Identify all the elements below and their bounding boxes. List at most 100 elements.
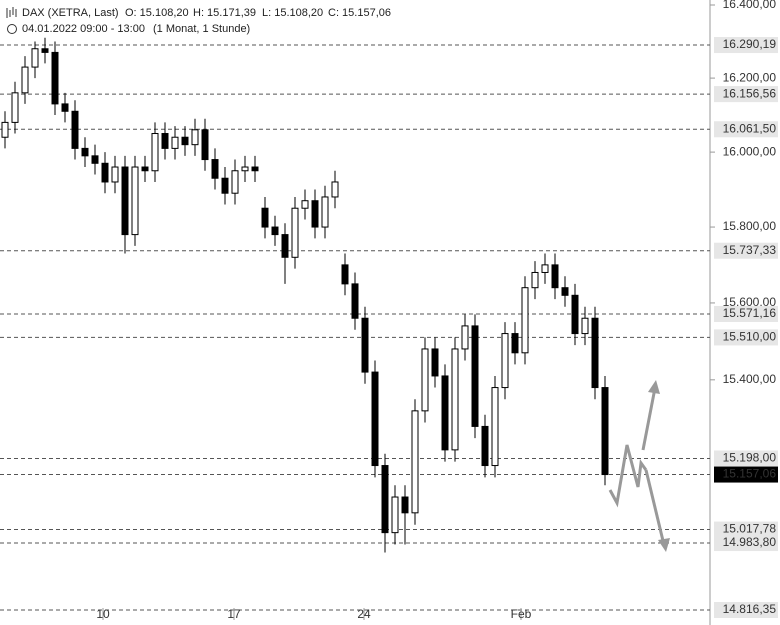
candle-body [531, 271, 539, 289]
candle-body [211, 159, 219, 179]
candle-body [201, 129, 209, 161]
candle-body [261, 207, 269, 228]
level-label: 14.983,80 [723, 535, 777, 549]
last-price-label: 15.157,06 [723, 467, 777, 481]
candle-body [411, 410, 419, 514]
candle-body [291, 207, 299, 258]
candle-body [181, 136, 189, 146]
ohlc-open: O: 15.108,20 [125, 7, 189, 19]
candle-body [101, 162, 109, 183]
candle-body [581, 317, 589, 335]
candle-body [601, 387, 609, 476]
candle-body [281, 234, 289, 258]
ohlc-high: H: 15.171,39 [193, 7, 256, 19]
candle-body [551, 264, 559, 289]
candle-body [431, 348, 439, 377]
x-tick-label: 24 [357, 607, 371, 621]
candle-body [421, 348, 429, 412]
candle-body [171, 136, 179, 149]
candle-body [471, 325, 479, 427]
y-tick-label: 16.400,00 [723, 0, 777, 11]
y-tick-label: 15.600,00 [723, 295, 777, 309]
candle-body [481, 425, 489, 467]
candle-body [461, 325, 469, 350]
chart-icon [6, 7, 17, 18]
level-label: 16.156,56 [723, 86, 777, 100]
candle-body [341, 264, 349, 285]
projection [608, 380, 670, 552]
plot-layer [0, 37, 710, 611]
candle-body [371, 371, 379, 467]
header: DAX (XETRA, Last) O: 15.108,20 H: 15.171… [6, 7, 391, 35]
candle-body [521, 287, 529, 354]
candle-body [121, 166, 129, 236]
candle-body [111, 166, 119, 183]
candle-body [241, 166, 249, 172]
candle-body [491, 387, 499, 467]
candle-body [401, 496, 409, 514]
candle-body [31, 48, 39, 68]
level-label: 14.816,35 [723, 602, 777, 616]
candle-body [71, 110, 79, 149]
level-box [714, 329, 778, 346]
candle-body [301, 200, 309, 209]
candle-body [1, 121, 9, 138]
candle-body [61, 103, 69, 112]
candle-body [391, 496, 399, 534]
candle-body [501, 333, 509, 389]
level-label: 15.017,78 [723, 522, 777, 536]
y-tick-label: 16.200,00 [723, 70, 777, 84]
candle-body [41, 48, 49, 53]
clock-icon [7, 24, 17, 34]
candle-body [441, 375, 449, 451]
candle-body [11, 92, 19, 123]
level-label: 16.061,50 [723, 121, 777, 135]
candle-body [81, 147, 89, 157]
candle-body [381, 465, 389, 534]
interval: (1 Monat, 1 Stunde) [153, 23, 250, 35]
candle-body [571, 294, 579, 335]
level-label: 15.510,00 [723, 330, 777, 344]
candle-body [141, 166, 149, 172]
x-tick-label: 10 [96, 607, 110, 621]
level-box [714, 242, 778, 259]
candle-body [151, 133, 159, 172]
candle-body [511, 333, 519, 354]
ohlc-close: C: 15.157,06 [328, 7, 391, 19]
last-price-box [714, 466, 778, 483]
y-tick-label: 15.800,00 [723, 219, 777, 233]
x-tick-label: 17 [227, 607, 241, 621]
level-box [714, 535, 778, 552]
level-label: 15.571,16 [723, 306, 777, 320]
candle-body [451, 348, 459, 451]
level-box [714, 121, 778, 138]
candle-body [91, 155, 99, 164]
level-label: 15.737,33 [723, 243, 777, 257]
level-box [714, 86, 778, 103]
level-label: 16.290,19 [723, 37, 777, 51]
candle-body [311, 200, 319, 228]
level-box [714, 450, 778, 467]
candle-body [351, 283, 359, 319]
ohlc-low: L: 15.108,20 [262, 7, 323, 19]
candle-body [541, 264, 549, 273]
candle-body [231, 170, 239, 194]
level-label: 15.198,00 [723, 451, 777, 465]
level-box [714, 602, 778, 618]
candle-body [131, 166, 139, 236]
candle-body [191, 129, 199, 146]
candle-body [251, 166, 259, 172]
level-box [714, 305, 778, 322]
level-box [714, 37, 778, 54]
candle-body [361, 317, 369, 373]
candle-body [221, 177, 229, 194]
y-tick-label: 15.400,00 [723, 372, 777, 386]
candle-body [161, 133, 169, 149]
x-tick-label: Feb [511, 607, 532, 621]
candle-body [591, 317, 599, 389]
candle-body [321, 196, 329, 228]
candle-body [21, 66, 29, 94]
candle-body [51, 51, 59, 105]
level-box [714, 521, 778, 538]
